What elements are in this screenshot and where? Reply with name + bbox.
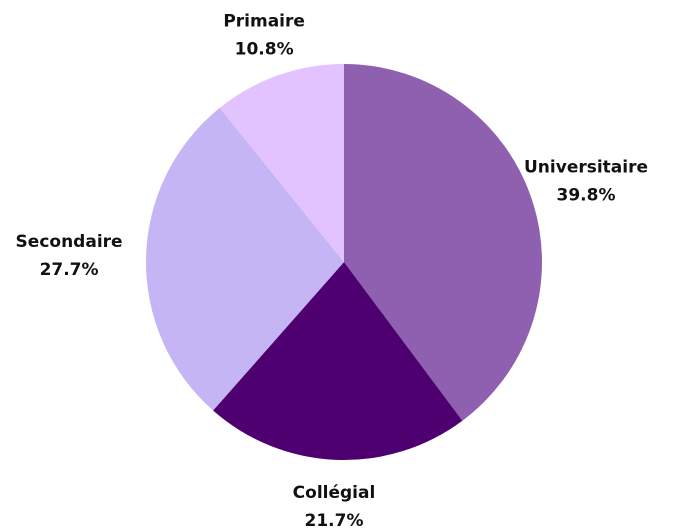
slice-label: Primaire	[223, 12, 305, 32]
slice-value-label: 21.7%	[305, 511, 364, 529]
slice-value-label: 10.8%	[235, 40, 294, 60]
pie-slice	[219, 64, 344, 262]
pie-slice	[344, 64, 542, 421]
pie-slice	[213, 262, 463, 461]
slice-value-label: 27.7%	[40, 260, 99, 280]
slice-label: Universitaire	[524, 158, 648, 178]
slice-value-label: 39.8%	[557, 186, 616, 206]
slice-label: Collégial	[293, 483, 376, 503]
slice-label: Secondaire	[16, 232, 123, 252]
pie-slice	[145, 107, 344, 411]
